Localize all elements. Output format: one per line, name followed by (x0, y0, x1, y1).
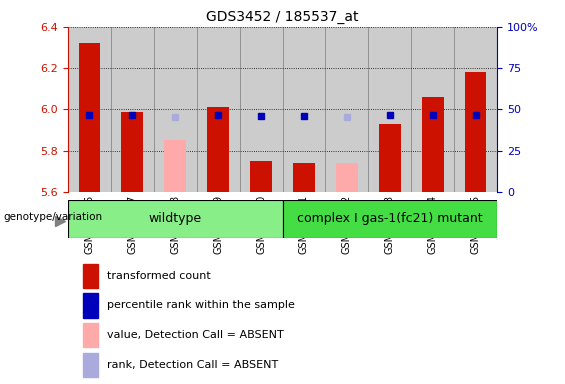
Title: GDS3452 / 185537_at: GDS3452 / 185537_at (206, 10, 359, 25)
Text: rank, Detection Call = ABSENT: rank, Detection Call = ABSENT (107, 360, 278, 370)
Bar (325, 27, 368, 192)
Bar (68, 200, 282, 238)
Bar (422, 97, 444, 192)
Bar (154, 27, 197, 192)
Bar (68, 27, 111, 192)
Text: percentile rank within the sample: percentile rank within the sample (107, 301, 294, 311)
Bar (79, 43, 100, 192)
Bar (368, 27, 411, 192)
Bar (207, 108, 229, 192)
Bar (250, 161, 272, 192)
Bar (465, 72, 486, 192)
Bar (282, 27, 325, 192)
Bar (197, 27, 240, 192)
Bar (164, 141, 186, 192)
Bar (240, 27, 282, 192)
Bar (336, 163, 358, 192)
Text: wildtype: wildtype (149, 212, 202, 225)
Bar (379, 124, 401, 192)
Bar (121, 111, 143, 192)
Text: value, Detection Call = ABSENT: value, Detection Call = ABSENT (107, 330, 284, 340)
Bar (282, 200, 497, 238)
Bar (111, 27, 154, 192)
Text: genotype/variation: genotype/variation (3, 212, 102, 222)
Bar (411, 27, 454, 192)
Text: transformed count: transformed count (107, 271, 210, 281)
Bar (84, 353, 98, 377)
Bar (84, 263, 98, 288)
Bar (454, 27, 497, 192)
Bar (84, 293, 98, 318)
Bar (293, 163, 315, 192)
Text: complex I gas-1(fc21) mutant: complex I gas-1(fc21) mutant (297, 212, 483, 225)
Bar (84, 323, 98, 348)
